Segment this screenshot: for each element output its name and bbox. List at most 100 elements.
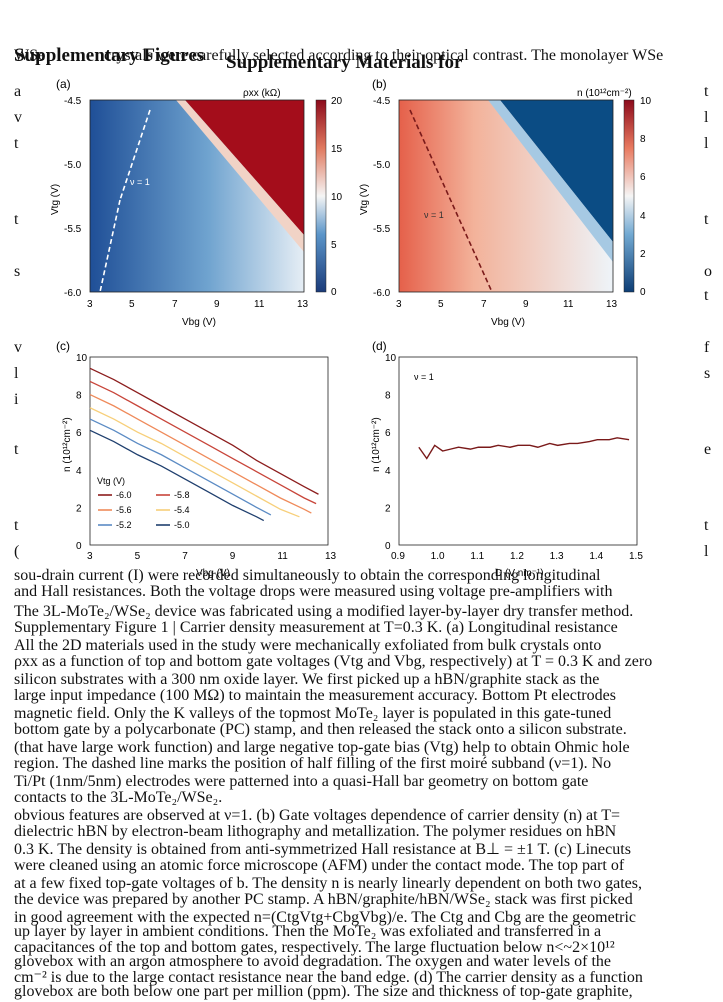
panel-d: (d) 0.9 1.0 1.1 1.2 1.3 1.4 1.5 10 8 6 4 2 0 n (10¹²… xyxy=(371,339,643,579)
panel-a: (a) ρxx (kΩ) ν = 1 20 15 10 5 0 -4.5 -5.… xyxy=(50,77,343,328)
panel-a-xlabel: Vbg (V) xyxy=(182,317,216,328)
panel-b-ytick: -4.5 xyxy=(373,96,391,107)
panel-c-ytick: 8 xyxy=(76,391,82,402)
panel-d-xtick: 0.9 xyxy=(391,551,405,562)
panel-a-colorbar xyxy=(315,99,327,293)
series-line--5.2 xyxy=(89,418,272,516)
panel-b-frame xyxy=(398,99,614,293)
body-line: 0.3 K. The density is obtained from anti… xyxy=(14,841,631,858)
legend-entry--5.8: -5.8 xyxy=(174,490,190,500)
panel-b-ytick: -5.0 xyxy=(373,160,391,171)
panel-b-cbar-tick: 8 xyxy=(640,134,646,145)
body-line: at a few fixed top-gate voltages of b. T… xyxy=(14,875,642,892)
body-line: obvious features are observed at ν=1. (b… xyxy=(14,807,621,824)
panel-a-xtick: 3 xyxy=(87,299,93,310)
body-line: and Hall resistances. Both the voltage d… xyxy=(14,583,613,600)
panel-a-xtick: 13 xyxy=(297,299,309,310)
legend-entry--5.6: -5.6 xyxy=(116,505,132,515)
body-text: sou-drain current (I) were recorded simu… xyxy=(14,567,653,1000)
legend-entry--6.0: -6.0 xyxy=(116,490,132,500)
frag-l8: t xyxy=(14,441,19,458)
panel-c: (c) 3 5 7 9 11 13 10 8 6 4 2 0 n (10¹²cm⁻²) Vbg (V)… xyxy=(56,339,337,579)
panel-a-cbar-tick: 10 xyxy=(331,192,343,203)
overlap-line: crystals were carefully selected accordi… xyxy=(104,47,664,64)
frag-r3: t xyxy=(704,211,709,228)
frag-l7: i xyxy=(14,391,19,408)
main-title: Supplementary Materials for xyxy=(226,52,463,73)
legend-entry--5.2: -5.2 xyxy=(116,520,132,530)
panel-a-frame xyxy=(89,99,305,293)
panel-d-annotation: ν = 1 xyxy=(414,372,434,382)
panel-b-cbar-tick: 10 xyxy=(640,96,652,107)
figure: (a) ρxx (kΩ) ν = 1 20 15 10 5 0 -4.5 -5.… xyxy=(50,77,652,579)
panel-c-ytick: 6 xyxy=(76,428,82,439)
panel-a-cbar-tick: 20 xyxy=(331,96,343,107)
panel-d-xtick: 1.0 xyxy=(431,551,445,562)
series-line--5.4 xyxy=(89,407,300,518)
panel-b-cbar-title: n (10¹²cm⁻²) xyxy=(577,88,632,99)
frag-l5: v xyxy=(14,339,22,356)
legend-entry--5.0: -5.0 xyxy=(174,520,190,530)
body-line: region. The dashed line marks the positi… xyxy=(14,755,612,772)
panel-c-xlabel: Vbg (V) xyxy=(196,568,230,579)
panel-b-colorbar xyxy=(623,99,635,293)
frag-l3: t xyxy=(14,211,19,228)
body-line: dielectric hBN by electron-beam lithogra… xyxy=(14,823,617,840)
panel-b-ytick: -5.5 xyxy=(373,224,391,235)
panel-a-ytick: -6.0 xyxy=(64,288,82,299)
panel-b-heatmap-edge xyxy=(488,100,613,262)
panel-a-ytick: -5.5 xyxy=(64,224,82,235)
body-line: glovebox are both below one part per mil… xyxy=(14,983,633,1000)
body-line: silicon substrates with a 300 nm oxide l… xyxy=(14,671,600,688)
panel-c-xtick: 3 xyxy=(87,551,93,562)
frag-r10: l xyxy=(704,543,709,560)
panel-d-frame xyxy=(398,356,638,546)
frag-l1: v xyxy=(14,109,22,126)
panel-d-xtick: 1.3 xyxy=(550,551,564,562)
panel-a-annotation: ν = 1 xyxy=(130,177,150,187)
frag-l10: ( xyxy=(14,543,20,560)
panel-b-xlabel: Vbg (V) xyxy=(491,317,525,328)
body-line: Supplementary Figure 1 | Carrier density… xyxy=(14,619,618,636)
panel-d-ylabel: n (10¹²cm⁻²) xyxy=(371,417,382,472)
body-line: sou-drain current (I) were recorded simu… xyxy=(14,567,601,584)
body-line: contacts to the 3L-MoTe₂/WSe₂. xyxy=(14,789,223,806)
frag-l0: a xyxy=(14,83,22,100)
body-line: (that have large work function) and larg… xyxy=(14,739,630,756)
panel-a-xtick: 5 xyxy=(129,299,135,310)
panel-d-series-group xyxy=(418,437,630,460)
legend-entry--5.4: -5.4 xyxy=(174,505,190,515)
panel-a-label: (a) xyxy=(56,77,71,91)
panel-b-annotation: ν = 1 xyxy=(424,210,444,220)
panel-d-ytick: 4 xyxy=(385,466,391,477)
overlap-wse: WSe xyxy=(14,47,46,64)
panel-a-xtick: 9 xyxy=(214,299,220,310)
panel-d-xtick: 1.1 xyxy=(470,551,484,562)
body-line: were cleaned using an atomic force micro… xyxy=(14,857,625,874)
panel-c-series-group xyxy=(89,367,319,522)
panel-b-cbar-tick: 2 xyxy=(640,249,646,260)
panel-d-xtick: 1.5 xyxy=(629,551,643,562)
panel-d-ytick: 6 xyxy=(385,428,391,439)
body-line: The 3L-MoTe₂/WSe₂ device was fabricated … xyxy=(14,603,634,620)
panel-d-xtick: 1.2 xyxy=(510,551,524,562)
side-fragments: a v t t s v l i t t ( t l l t o t f s e … xyxy=(14,83,712,560)
frag-r5: t xyxy=(704,287,709,304)
frag-r0: t xyxy=(704,83,709,100)
panel-b-xtick: 9 xyxy=(523,299,529,310)
panel-d-ytick: 10 xyxy=(385,353,397,364)
frag-r6: f xyxy=(704,339,710,356)
panel-c-xtick: 9 xyxy=(230,551,236,562)
panel-b-xtick: 7 xyxy=(481,299,487,310)
panel-a-ytick: -4.5 xyxy=(64,96,82,107)
panel-c-legend: -6.0 -5.8 -5.6 -5.4 -5.2 -5.0 xyxy=(98,490,190,530)
panel-a-xtick: 7 xyxy=(172,299,178,310)
panel-c-ytick: 10 xyxy=(76,353,88,364)
panel-c-ticks: 3 5 7 9 11 13 10 8 6 4 2 0 xyxy=(76,353,337,562)
series-line--5.6 xyxy=(89,394,312,514)
frag-r1: l xyxy=(704,109,709,126)
panel-d-xlabel: D (V nm⁻¹) xyxy=(495,568,544,579)
body-line: ρxx as a function of top and bottom gate… xyxy=(14,653,653,670)
frag-r9: t xyxy=(704,517,709,534)
panel-c-xtick: 13 xyxy=(325,551,337,562)
